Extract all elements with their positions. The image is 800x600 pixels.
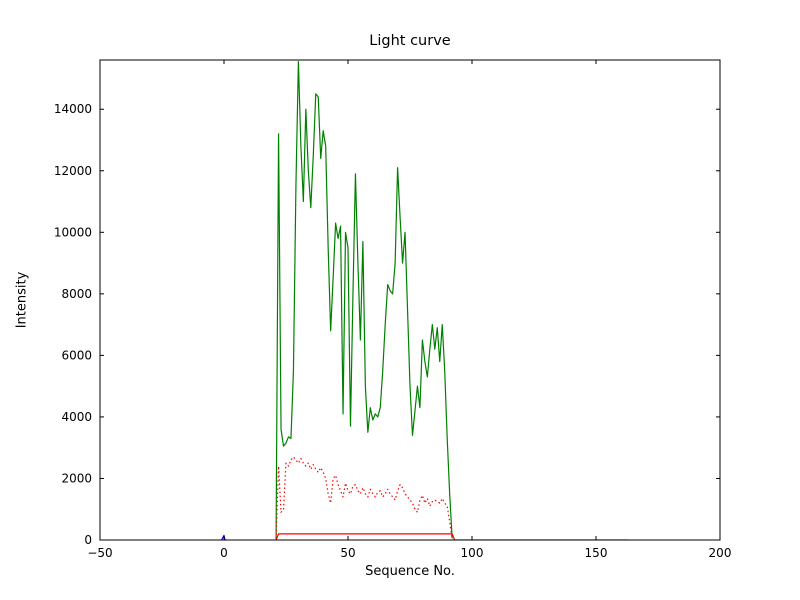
y-axis-label: Intensity [14,271,30,329]
y-tick-label: 12000 [54,164,92,178]
y-tick-label: 6000 [61,348,92,362]
y-tick-label: 10000 [54,225,92,239]
x-tick-label: 100 [461,546,484,560]
x-axis-label: Sequence No. [365,564,455,579]
x-tick-label: −50 [87,546,112,560]
y-tick-label: 4000 [61,410,92,424]
series-red-dotted [275,456,453,540]
y-tick-label: 14000 [54,102,92,116]
x-tick-label: 150 [585,546,608,560]
y-tick-label: 0 [84,533,92,547]
x-tick-label: 0 [220,546,228,560]
series-green-intensity [275,60,453,539]
axes-frame [99,59,721,541]
x-tick-label: 200 [709,546,732,560]
y-tick-label: 8000 [61,287,92,301]
series-red-solid [275,533,629,540]
chart-title: Light curve [369,33,451,49]
x-tick-label: 50 [340,546,355,560]
y-tick-label: 2000 [61,471,92,485]
